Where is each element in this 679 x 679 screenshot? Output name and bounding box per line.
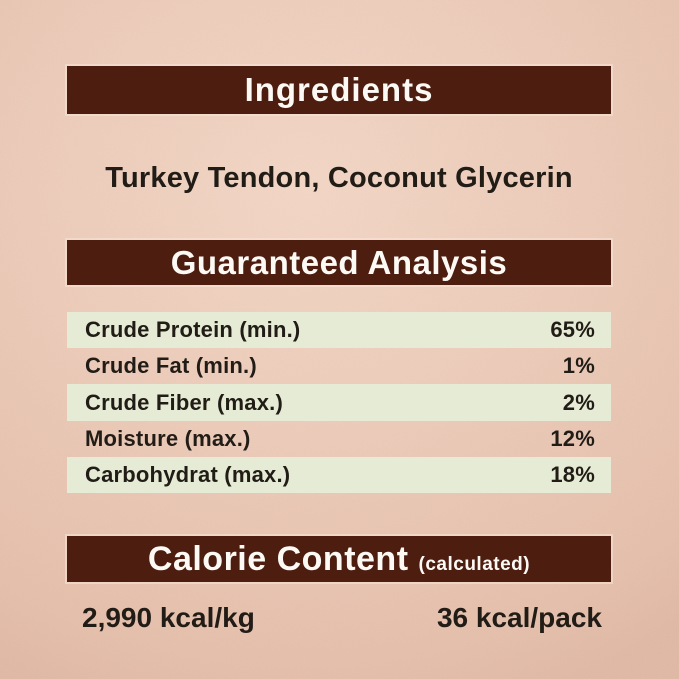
nutrient-label: Carbohydrat (max.) bbox=[85, 461, 291, 487]
nutrient-value: 65% bbox=[550, 317, 595, 343]
calorie-content-title: Calorie Content bbox=[147, 540, 409, 578]
calorie-content-header-banner: Calorie Content (calculated) bbox=[67, 536, 611, 582]
table-row-moisture: Moisture (max.) 12% bbox=[67, 421, 611, 457]
table-row-crude-fat: Crude Fat (min.) 1% bbox=[67, 348, 611, 384]
ingredients-header-banner: Ingredients bbox=[67, 66, 611, 114]
calorie-content-subtitle: (calculated) bbox=[418, 554, 531, 575]
table-row-crude-protein: Crude Protein (min.) 65% bbox=[67, 312, 611, 349]
kcal-per-kg-value: 2,990 kcal/kg bbox=[82, 602, 255, 633]
nutrient-label: Crude Fat (min.) bbox=[85, 353, 257, 379]
nutrient-value: 12% bbox=[550, 425, 595, 451]
nutrient-label: Moisture (max.) bbox=[85, 425, 251, 451]
table-row-crude-fiber: Crude Fiber (max.) 2% bbox=[67, 384, 611, 421]
nutrient-value: 1% bbox=[562, 353, 595, 379]
calorie-values-row: 2,990 kcal/kg 36 kcal/pack bbox=[67, 599, 611, 637]
nutrient-value: 2% bbox=[562, 389, 595, 415]
ingredients-list: Turkey Tendon, Coconut Glycerin bbox=[105, 162, 573, 194]
ingredients-title: Ingredients bbox=[244, 71, 434, 108]
guaranteed-analysis-header-banner: Guaranteed Analysis bbox=[67, 240, 611, 285]
guaranteed-analysis-table: Crude Protein (min.) 65% Crude Fat (min.… bbox=[67, 312, 611, 494]
table-row-carbohydrate: Carbohydrat (max.) 18% bbox=[67, 456, 611, 494]
kcal-per-pack-value: 36 kcal/pack bbox=[436, 602, 602, 633]
nutrient-value: 18% bbox=[550, 461, 595, 487]
nutrient-label: Crude Protein (min.) bbox=[85, 317, 301, 343]
guaranteed-analysis-title: Guaranteed Analysis bbox=[170, 244, 508, 281]
nutrient-label: Crude Fiber (max.) bbox=[85, 389, 283, 415]
